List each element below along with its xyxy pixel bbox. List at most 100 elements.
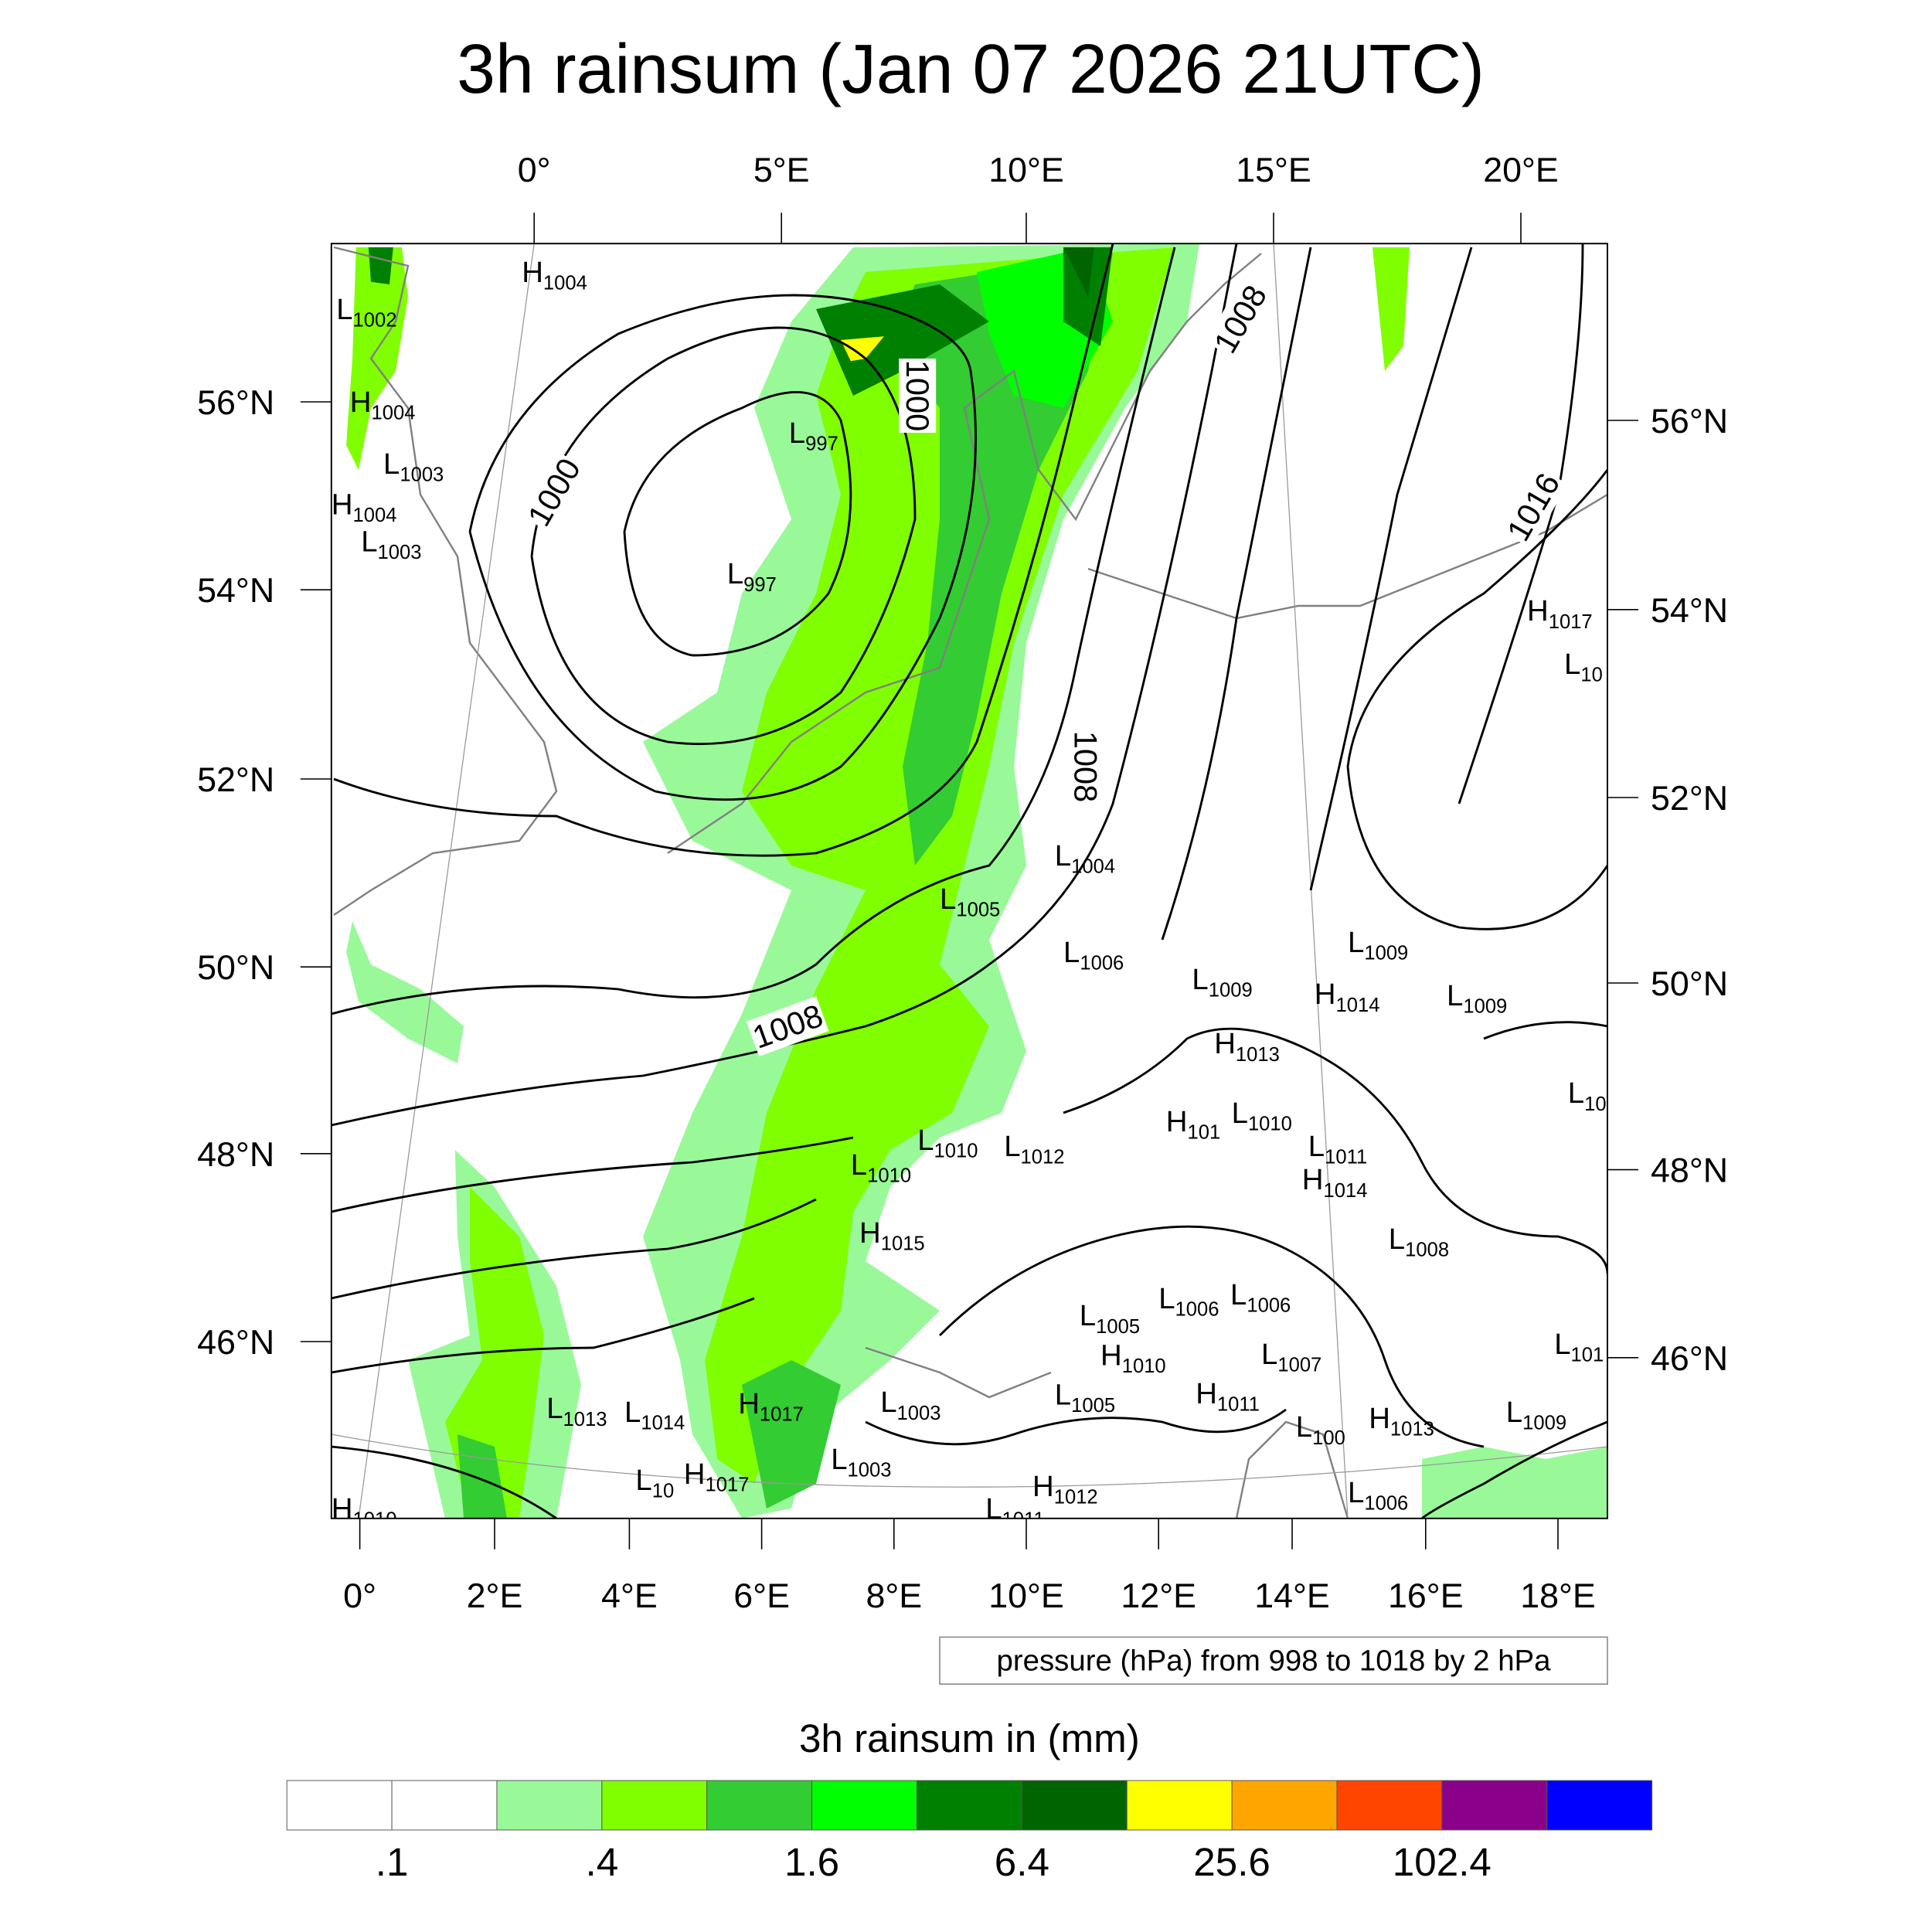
- pressure-center-low: L10: [1568, 1077, 1607, 1115]
- pressure-center-value: 10: [1584, 1094, 1606, 1115]
- pressure-center-value: 1014: [1336, 995, 1380, 1016]
- colorbar-swatch: [1336, 1780, 1443, 1831]
- bottom-lon-label: 14°E: [1254, 1577, 1330, 1615]
- pressure-center-value: 1003: [848, 1459, 892, 1481]
- pressure-center-low: L1007: [1261, 1338, 1321, 1376]
- bottom-lon-label: 16°E: [1388, 1577, 1464, 1615]
- contour-info-text: pressure (hPa) from 998 to 1018 by 2 hPa: [996, 1645, 1551, 1678]
- right-lat-label: 54°N: [1651, 591, 1728, 630]
- pressure-center-low: L997: [789, 417, 838, 455]
- isobar-label: 1008: [1066, 730, 1104, 804]
- pressure-center-high: H1012: [1032, 1470, 1098, 1509]
- pressure-center-low: L1006: [1063, 936, 1124, 975]
- pressure-center-type: L1003: [361, 526, 421, 564]
- pressure-center-type: L997: [789, 417, 838, 455]
- pressure-center-value: 1012: [1054, 1487, 1098, 1509]
- pressure-center-type: L1012: [1004, 1130, 1064, 1168]
- pressure-center-value: 1017: [760, 1403, 804, 1425]
- pressure-center-type: L1009: [1447, 979, 1507, 1018]
- right-lat-label: 56°N: [1651, 402, 1728, 440]
- pressure-center-type: H1010: [1100, 1338, 1166, 1377]
- pressure-center-value: 1009: [1463, 995, 1507, 1017]
- map-frame: [330, 243, 1608, 1519]
- pressure-center-value: 101: [1188, 1122, 1221, 1144]
- pressure-center-type: L1003: [880, 1386, 940, 1424]
- colorbar-swatch: [1441, 1780, 1548, 1831]
- right-lat-label: 50°N: [1651, 964, 1728, 1003]
- pressure-center-low: L1012: [1004, 1130, 1064, 1168]
- graticule: [331, 243, 1607, 1519]
- colorbar-tick-label: .1: [376, 1840, 409, 1884]
- top-lon-label: 15°E: [1236, 151, 1311, 189]
- pressure-center-value: 1011: [1325, 1147, 1367, 1168]
- pressure-center-type: L1010: [1232, 1097, 1292, 1135]
- pressure-center-value: 1003: [897, 1403, 941, 1424]
- pressure-center-low: L1006: [1230, 1278, 1291, 1317]
- pressure-center-low: L1004: [1055, 839, 1115, 878]
- pressure-center-low: L1008: [1389, 1223, 1449, 1261]
- pressure-center-value: 1009: [1522, 1413, 1566, 1434]
- pressure-center-type: L1009: [1348, 926, 1408, 964]
- pressure-center-type: L10: [1564, 648, 1603, 686]
- pressure-center-low: L1003: [880, 1386, 940, 1424]
- colorbar-swatch: [916, 1780, 1022, 1831]
- pressure-center-type: H101: [1166, 1105, 1220, 1144]
- pressure-center-type: H1015: [859, 1216, 925, 1255]
- colorbar-tick-label: 1.6: [784, 1840, 839, 1884]
- pressure-center-high: H1004: [522, 256, 587, 294]
- bottom-lon-label: 10°E: [988, 1577, 1064, 1615]
- pressure-center-type: L10: [1568, 1077, 1607, 1115]
- bottom-lon-label: 6°E: [733, 1577, 790, 1615]
- bottom-lon-label: 2°E: [467, 1577, 523, 1615]
- colorbar-swatch: [601, 1780, 708, 1831]
- pressure-center-type: L1006: [1230, 1278, 1291, 1317]
- colorbar-title: 3h rainsum in (mm): [799, 1716, 1140, 1760]
- isobar-label: 1000: [899, 359, 937, 433]
- pressure-center-value: 100: [1312, 1427, 1345, 1449]
- pressure-center-type: L1009: [1192, 963, 1252, 1002]
- pressure-center-low: L1009: [1447, 979, 1507, 1018]
- pressure-center-type: L1004: [1055, 839, 1115, 878]
- right-lat-label: 52°N: [1651, 779, 1728, 818]
- left-lat-label: 56°N: [197, 383, 274, 422]
- pressure-center-low: L1006: [1348, 1476, 1408, 1515]
- pressure-center-value: 1017: [1549, 611, 1593, 633]
- pressure-center-value: 1013: [1390, 1419, 1434, 1440]
- left-lat-label: 48°N: [197, 1135, 274, 1174]
- isobars: [331, 243, 1607, 1519]
- pressure-center-high: H1015: [859, 1216, 925, 1255]
- pressure-center-type: L10: [635, 1464, 674, 1502]
- pressure-center-value: 1006: [1080, 952, 1124, 974]
- pressure-center-value: 1017: [706, 1475, 750, 1496]
- pressure-center-type: H1014: [1315, 978, 1380, 1016]
- pressure-center-low: L1003: [361, 526, 421, 564]
- top-lon-label: 10°E: [988, 151, 1064, 189]
- pressure-center-value: 1003: [378, 542, 422, 563]
- pressure-center-low: L1011: [1308, 1130, 1367, 1168]
- pressure-center-value: 1011: [1002, 1509, 1045, 1530]
- pressure-center-value: 1004: [1071, 856, 1115, 878]
- pressure-center-type: L1003: [831, 1443, 891, 1481]
- pressure-center-type: H1017: [1527, 594, 1593, 633]
- pressure-center-value: 1005: [1096, 1316, 1140, 1338]
- pressure-center-value: 1007: [1277, 1354, 1321, 1376]
- pressure-center-type: L1005: [1080, 1299, 1140, 1338]
- right-lat-label: 46°N: [1651, 1339, 1728, 1378]
- map-title: 3h rainsum (Jan 07 2026 21UTC): [457, 30, 1485, 107]
- pressure-center-value: 1010: [1122, 1355, 1166, 1377]
- pressure-center-value: 1010: [934, 1141, 978, 1162]
- colorbar-tick-label: 25.6: [1193, 1840, 1270, 1884]
- pressure-center-high: H101: [1166, 1105, 1220, 1144]
- top-lon-label: 5°E: [753, 151, 810, 189]
- pressure-center-type: L1007: [1261, 1338, 1321, 1376]
- colorbar-tick-label: 6.4: [995, 1840, 1049, 1884]
- pressure-center-value: 1013: [1236, 1044, 1280, 1066]
- colorbar-swatch: [286, 1780, 393, 1831]
- pressure-center-high: H1017: [1527, 594, 1593, 633]
- pressure-center-type: L101: [1554, 1328, 1604, 1366]
- pressure-center-value: 1008: [1405, 1240, 1449, 1261]
- pressure-center-type: H1012: [1032, 1470, 1098, 1509]
- bottom-lon-label: 4°E: [601, 1577, 658, 1615]
- pressure-center-type: L1008: [1389, 1223, 1449, 1261]
